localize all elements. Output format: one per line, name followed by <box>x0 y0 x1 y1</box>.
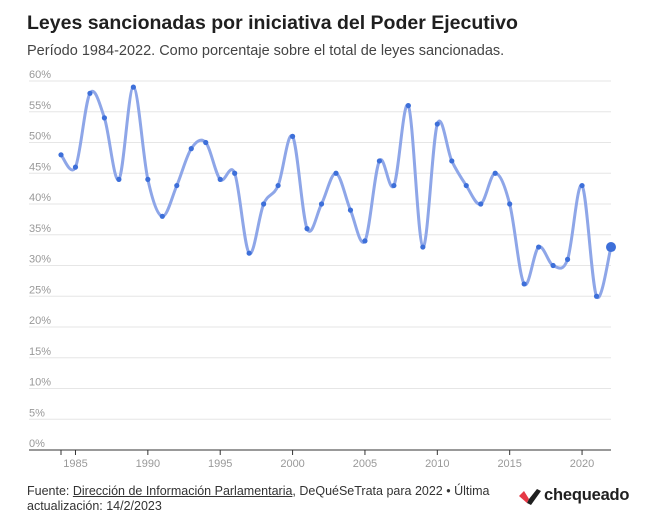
x-tick-label: 1990 <box>136 458 160 470</box>
y-tick-label: 55% <box>29 100 51 112</box>
data-point-1992[interactable] <box>174 182 180 189</box>
y-tick-label: 10% <box>29 377 51 389</box>
data-point-2005[interactable] <box>362 238 368 244</box>
x-tick-label: 2005 <box>353 458 377 470</box>
data-point-1994[interactable] <box>203 139 209 146</box>
series-layer <box>58 84 616 300</box>
data-point-2009[interactable] <box>420 244 426 250</box>
brand-logo[interactable]: chequeado <box>519 486 630 505</box>
data-point-1989[interactable] <box>130 84 136 90</box>
data-point-1988[interactable] <box>116 176 122 182</box>
data-point-1991[interactable] <box>159 213 165 219</box>
data-point-2007[interactable] <box>391 182 397 189</box>
data-point-2001[interactable] <box>304 226 310 232</box>
data-point-2011[interactable] <box>449 158 455 164</box>
y-tick-label: 60% <box>29 69 51 81</box>
y-tick-label: 25% <box>29 284 51 296</box>
data-point-2018[interactable] <box>550 262 556 269</box>
data-point-2008[interactable] <box>405 103 411 109</box>
x-tick-label: 1985 <box>63 458 87 470</box>
source-note: Fuente: Dirección de Información Parlame… <box>27 484 507 514</box>
x-tick-label: 2015 <box>497 458 521 470</box>
x-axis-ticks: 1985 1990 1995 2000 2005 2010 2015 2020 <box>60 450 594 470</box>
data-point-2012[interactable] <box>463 182 469 189</box>
data-point-2014[interactable] <box>492 170 498 176</box>
data-point-1987[interactable] <box>101 115 108 121</box>
chequeado-mark-icon <box>519 488 541 505</box>
gridlines <box>29 80 611 451</box>
data-point-1997[interactable] <box>246 250 252 256</box>
y-tick-label: 50% <box>29 131 51 143</box>
y-tick-label: 40% <box>29 192 51 204</box>
x-tick-label: 2020 <box>570 458 594 470</box>
data-point-2013[interactable] <box>478 201 484 207</box>
data-point-2015[interactable] <box>507 201 513 207</box>
data-point-2010[interactable] <box>434 121 440 127</box>
source-suffix: , DeQuéSeTrata para 2022 • Última actual… <box>27 484 490 513</box>
y-tick-label: 5% <box>29 407 45 419</box>
data-point-1990[interactable] <box>145 176 151 182</box>
brand-name: chequeado <box>544 486 630 504</box>
data-point-1995[interactable] <box>217 176 223 182</box>
data-point-2006[interactable] <box>376 158 383 164</box>
data-point-1993[interactable] <box>188 146 194 152</box>
y-tick-label: 45% <box>29 161 51 173</box>
data-point-2021[interactable] <box>593 293 600 299</box>
data-point-2022[interactable] <box>606 242 616 253</box>
source-prefix: Fuente: <box>27 484 73 498</box>
x-tick-label: 2000 <box>280 458 304 470</box>
data-point-2017[interactable] <box>536 244 542 250</box>
series-line <box>59 85 613 300</box>
data-point-2019[interactable] <box>564 256 571 262</box>
data-point-2003[interactable] <box>333 170 339 176</box>
data-point-1985[interactable] <box>72 164 79 170</box>
chart-title: Leyes sancionadas por iniciativa del Pod… <box>27 12 518 34</box>
data-point-2016[interactable] <box>521 281 527 287</box>
data-point-1984[interactable] <box>58 152 64 158</box>
data-point-2020[interactable] <box>579 182 585 189</box>
data-point-1996[interactable] <box>232 170 238 176</box>
y-tick-label: 35% <box>29 223 51 235</box>
x-tick-label: 1995 <box>208 458 232 470</box>
chart-subtitle: Período 1984-2022. Como porcentaje sobre… <box>27 43 505 59</box>
source-link[interactable]: Dirección de Información Parlamentaria <box>72 484 293 498</box>
y-tick-label: 20% <box>29 315 51 327</box>
data-point-2000[interactable] <box>289 133 296 139</box>
data-point-1998[interactable] <box>261 201 267 207</box>
y-tick-label: 0% <box>29 438 45 450</box>
data-point-2002[interactable] <box>318 201 325 207</box>
data-point-1986[interactable] <box>87 90 93 96</box>
data-point-2004[interactable] <box>347 207 354 213</box>
x-tick-label: 2010 <box>425 458 449 470</box>
data-point-1999[interactable] <box>275 182 281 189</box>
y-tick-label: 30% <box>29 254 51 266</box>
y-tick-label: 15% <box>29 346 51 358</box>
y-axis-ticks: 0% 5% 10% 15% 20% 25% 30% 35% 40% 45% 50% 55% 60% <box>29 69 51 450</box>
